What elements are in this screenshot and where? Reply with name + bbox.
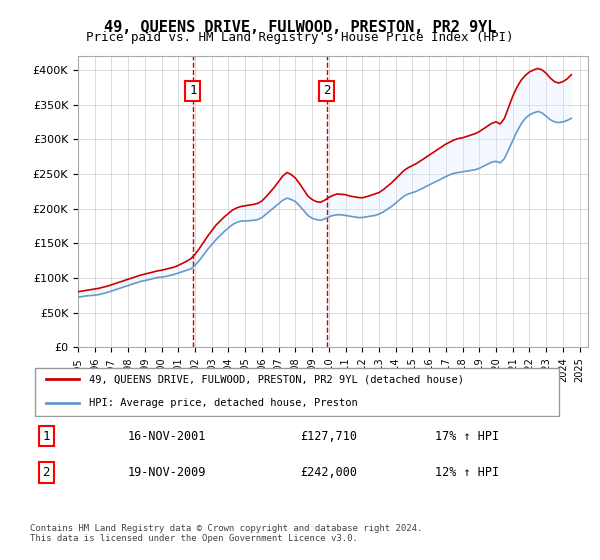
Text: 16-NOV-2001: 16-NOV-2001 bbox=[127, 430, 206, 442]
Text: 49, QUEENS DRIVE, FULWOOD, PRESTON, PR2 9YL: 49, QUEENS DRIVE, FULWOOD, PRESTON, PR2 … bbox=[104, 20, 496, 35]
FancyBboxPatch shape bbox=[35, 368, 559, 416]
Text: 1: 1 bbox=[189, 85, 197, 97]
Text: £127,710: £127,710 bbox=[300, 430, 357, 442]
Text: 17% ↑ HPI: 17% ↑ HPI bbox=[435, 430, 499, 442]
Text: 12% ↑ HPI: 12% ↑ HPI bbox=[435, 466, 499, 479]
Text: Contains HM Land Registry data © Crown copyright and database right 2024.
This d: Contains HM Land Registry data © Crown c… bbox=[30, 524, 422, 543]
Text: HPI: Average price, detached house, Preston: HPI: Average price, detached house, Pres… bbox=[89, 398, 358, 408]
Text: 2: 2 bbox=[323, 85, 331, 97]
Text: 2: 2 bbox=[43, 466, 50, 479]
Text: Price paid vs. HM Land Registry's House Price Index (HPI): Price paid vs. HM Land Registry's House … bbox=[86, 31, 514, 44]
Text: 19-NOV-2009: 19-NOV-2009 bbox=[127, 466, 206, 479]
Text: £242,000: £242,000 bbox=[300, 466, 357, 479]
Text: 49, QUEENS DRIVE, FULWOOD, PRESTON, PR2 9YL (detached house): 49, QUEENS DRIVE, FULWOOD, PRESTON, PR2 … bbox=[89, 375, 464, 384]
Text: 1: 1 bbox=[43, 430, 50, 442]
